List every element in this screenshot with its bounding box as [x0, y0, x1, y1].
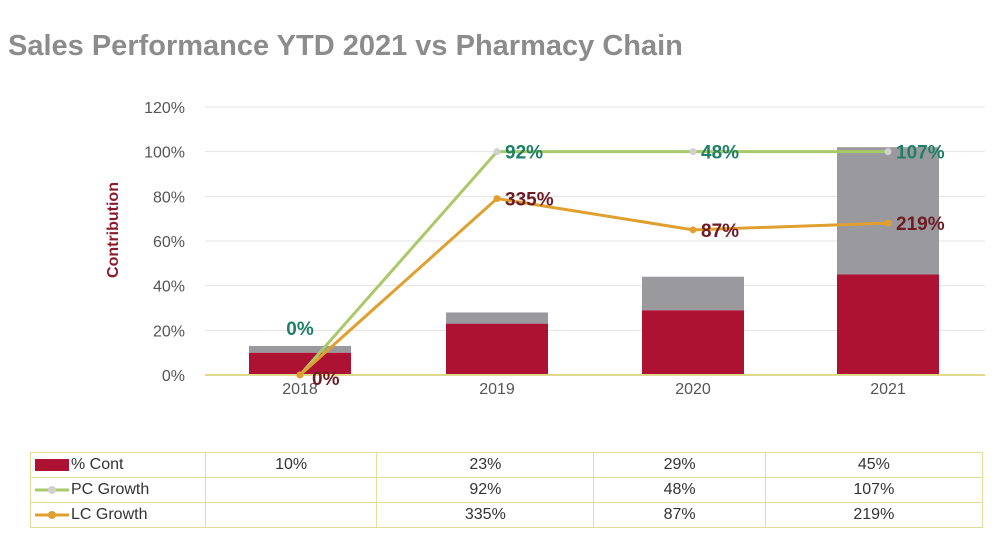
line-marker — [689, 226, 697, 234]
line-marker — [884, 148, 892, 156]
data-label: 107% — [896, 143, 945, 164]
legend-label: LC Growth — [71, 506, 148, 523]
table-cell: 219% — [764, 502, 984, 528]
line-lc-growth — [298, 196, 889, 377]
table-cell: 45% — [764, 452, 984, 478]
bar-other — [446, 312, 548, 324]
pc-legend-key — [35, 485, 69, 494]
data-table: % Cont 10% 23% 29% 45% PC Growth 92% 48%… — [30, 452, 984, 528]
x-tick-label: 2019 — [479, 381, 515, 398]
table-row-cont: % Cont 10% 23% 29% 45% — [30, 452, 984, 478]
table-cell: 87% — [593, 502, 766, 528]
legend-label: % Cont — [71, 456, 124, 473]
line-marker — [884, 219, 892, 227]
x-tick-label: 2018 — [282, 381, 318, 398]
y-tick-label: 60% — [153, 234, 185, 251]
lc-legend-key — [35, 510, 69, 519]
line-marker — [493, 195, 501, 203]
y-tick-label: 40% — [153, 279, 185, 296]
x-tick-label: 2020 — [675, 381, 711, 398]
bar-other — [249, 345, 351, 353]
chart-title: Sales Performance YTD 2021 vs Pharmacy C… — [8, 30, 683, 62]
bar-cont — [642, 310, 744, 375]
cont-legend-key — [35, 458, 69, 471]
y-axis-label: Contribution — [105, 182, 122, 278]
line-marker — [296, 371, 304, 379]
table-cell — [204, 502, 378, 528]
table-row-lc: LC Growth 335% 87% 219% — [30, 502, 984, 528]
y-tick-label: 100% — [144, 145, 185, 162]
table-cell — [204, 477, 378, 503]
legend-label: PC Growth — [71, 481, 150, 498]
y-tick-label: 80% — [153, 189, 185, 206]
y-tick-label: 120% — [144, 100, 185, 117]
table-cell: 10% — [204, 452, 378, 478]
data-label: 48% — [701, 143, 739, 164]
data-label: 0% — [312, 369, 340, 390]
table-row-pc: PC Growth 92% 48% 107% — [30, 477, 984, 503]
bar-cont — [837, 274, 939, 375]
chart-plot: 0% 20% 40% 60% 80% 100% 120% Contribution 2018 20… — [105, 100, 985, 398]
table-cell: 29% — [593, 452, 766, 478]
line-pc-growth — [298, 150, 888, 376]
data-label: 87% — [701, 221, 739, 242]
y-tick-label: 0% — [162, 368, 185, 385]
table-cell: 23% — [376, 452, 595, 478]
table-cell: 107% — [764, 477, 984, 503]
data-label: 335% — [505, 190, 554, 211]
data-label: 92% — [505, 143, 543, 164]
bar-other — [837, 147, 939, 275]
table-cell: 92% — [376, 477, 595, 503]
data-label: 219% — [896, 214, 945, 235]
y-tick-label: 20% — [153, 323, 185, 340]
line-marker — [689, 148, 697, 156]
data-label: 0% — [286, 319, 314, 340]
x-tick-label: 2021 — [870, 381, 906, 398]
line-marker — [493, 148, 501, 156]
table-cell: 48% — [593, 477, 766, 503]
table-cell: 335% — [376, 502, 595, 528]
bar-cont — [446, 323, 548, 375]
bar-other — [642, 276, 744, 311]
bar-cont — [249, 352, 351, 375]
